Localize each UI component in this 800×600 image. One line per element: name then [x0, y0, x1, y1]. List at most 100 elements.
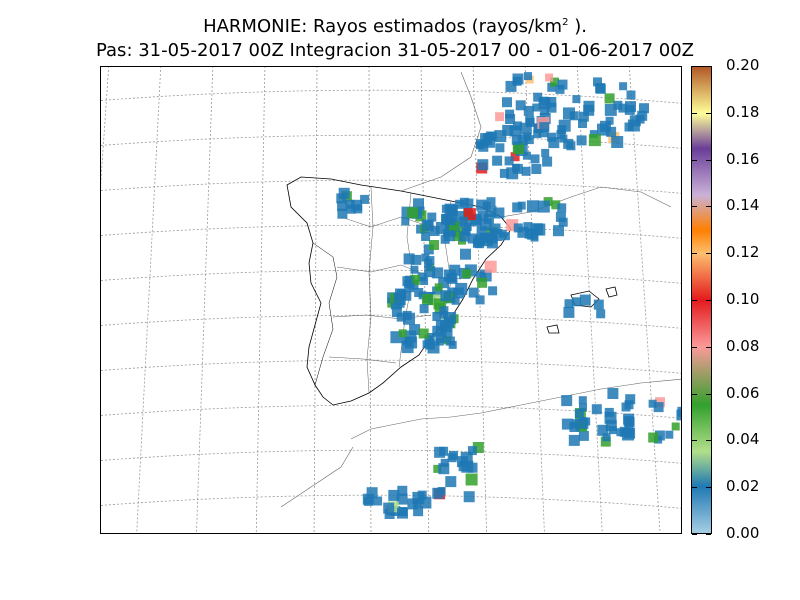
lightning-cell: [439, 310, 448, 319]
lightning-cell: [561, 418, 573, 430]
lightning-cell: [461, 228, 470, 237]
lightning-cell: [401, 341, 414, 354]
lightning-cell: [423, 244, 434, 255]
lightning-cell: [618, 103, 628, 113]
lightning-cell: [509, 125, 521, 137]
colorbar-tick-label: 0.10: [726, 290, 760, 308]
colorbar-tick-mark: [692, 487, 697, 489]
lightning-cell: [523, 132, 532, 141]
lightning-cell: [397, 485, 408, 496]
lightning-cell: [478, 141, 489, 152]
lightning-cell: [401, 217, 410, 226]
lightning-cell: [435, 319, 447, 331]
lightning-cell: [413, 506, 424, 517]
lightning-cell: [432, 267, 444, 279]
lightning-cell: [476, 199, 488, 211]
lightning-cell: [593, 77, 602, 87]
lightning-cell: [353, 204, 363, 214]
lightning-cell: [579, 403, 587, 412]
chart-title-line1: HARMONIE: Rayos estimados (rayos/km2 ).: [0, 16, 790, 37]
colorbar-tick-mark: [706, 112, 711, 114]
lightning-cell: [487, 131, 497, 141]
lightning-cell: [555, 211, 566, 222]
lightning-cell: [563, 107, 575, 120]
lightning-cell: [409, 324, 421, 336]
lightning-cell: [453, 287, 464, 299]
lightning-cell: [512, 143, 524, 154]
lightning-cell: [495, 143, 505, 153]
lightning-cell: [523, 222, 533, 232]
lightning-cell: [484, 136, 496, 148]
lightning-cell: [596, 309, 606, 319]
lightning-cell: [639, 103, 649, 114]
lightning-cell: [629, 115, 641, 127]
lightning-cell: [677, 406, 681, 417]
lightning-cell: [591, 404, 602, 415]
lightning-cell: [495, 112, 505, 122]
lightning-cell: [338, 187, 350, 199]
lightning-cell: [432, 312, 442, 321]
lightning-cell: [465, 473, 478, 486]
lightning-cell: [451, 296, 460, 305]
lightning-cell: [435, 337, 444, 346]
lightning-cell: [448, 212, 457, 221]
lightning-cell: [441, 204, 450, 213]
lightning-cell: [606, 126, 617, 137]
lightning-cell: [480, 234, 493, 247]
lightning-cell: [460, 248, 471, 260]
lightning-cell: [391, 307, 402, 318]
lightning-cell: [488, 286, 498, 296]
lightning-cell: [494, 130, 507, 143]
lightning-cell: [530, 233, 539, 242]
lightning-cell: [443, 230, 455, 242]
lightning-cell: [524, 229, 534, 239]
lightning-cell: [502, 97, 512, 108]
lightning-cell: [468, 287, 479, 298]
lightning-cell: [542, 156, 553, 167]
lightning-cell: [538, 127, 549, 138]
lightning-cell: [512, 76, 522, 86]
lightning-cell: [526, 200, 539, 213]
lightning-cell: [504, 156, 514, 166]
lightning-cell: [521, 166, 531, 176]
colorbar-tick-label: 0.08: [726, 336, 760, 355]
colorbar-tick-label: 0.00: [726, 524, 760, 542]
lightning-cell: [470, 213, 482, 225]
lightning-cell: [410, 265, 419, 274]
colorbar-tick-mark: [692, 393, 697, 395]
lightning-cell: [418, 328, 429, 339]
lightning-cell: [424, 258, 433, 267]
lightning-cell: [616, 428, 625, 437]
lightning-cell: [569, 422, 580, 432]
lightning-cell: [383, 502, 395, 514]
map-canvas: [101, 67, 681, 533]
lightning-cell: [455, 211, 465, 220]
lightning-cell: [463, 223, 472, 231]
lightning-cell: [484, 260, 497, 273]
lightning-cell: [524, 72, 532, 81]
lightning-cell: [432, 325, 444, 337]
lightning-cell: [512, 163, 523, 174]
lightning-cell: [421, 232, 431, 241]
colorbar-tick-label: 0.06: [726, 383, 760, 402]
lightning-cell: [413, 198, 424, 210]
lightning-cell: [362, 493, 374, 505]
lightning-cell: [463, 491, 475, 503]
lightning-cell: [417, 272, 427, 282]
lightning-cell: [546, 102, 557, 113]
lightning-cell: [455, 199, 465, 209]
colorbar-tick-mark: [692, 159, 697, 161]
lightning-cell: [476, 226, 487, 237]
lightning-cell: [447, 205, 457, 214]
lightning-cell: [665, 430, 674, 439]
lightning-cell: [473, 236, 484, 247]
lightning-cell: [578, 418, 589, 429]
lightning-cell: [572, 95, 581, 104]
lightning-cell: [607, 388, 619, 399]
lightning-cell: [398, 329, 407, 338]
lightning-cell: [445, 476, 457, 488]
colorbar-tick-mark: [692, 253, 697, 255]
lightning-cell: [472, 442, 484, 453]
lightning-cell: [545, 73, 554, 82]
lightning-cell: [502, 124, 514, 136]
